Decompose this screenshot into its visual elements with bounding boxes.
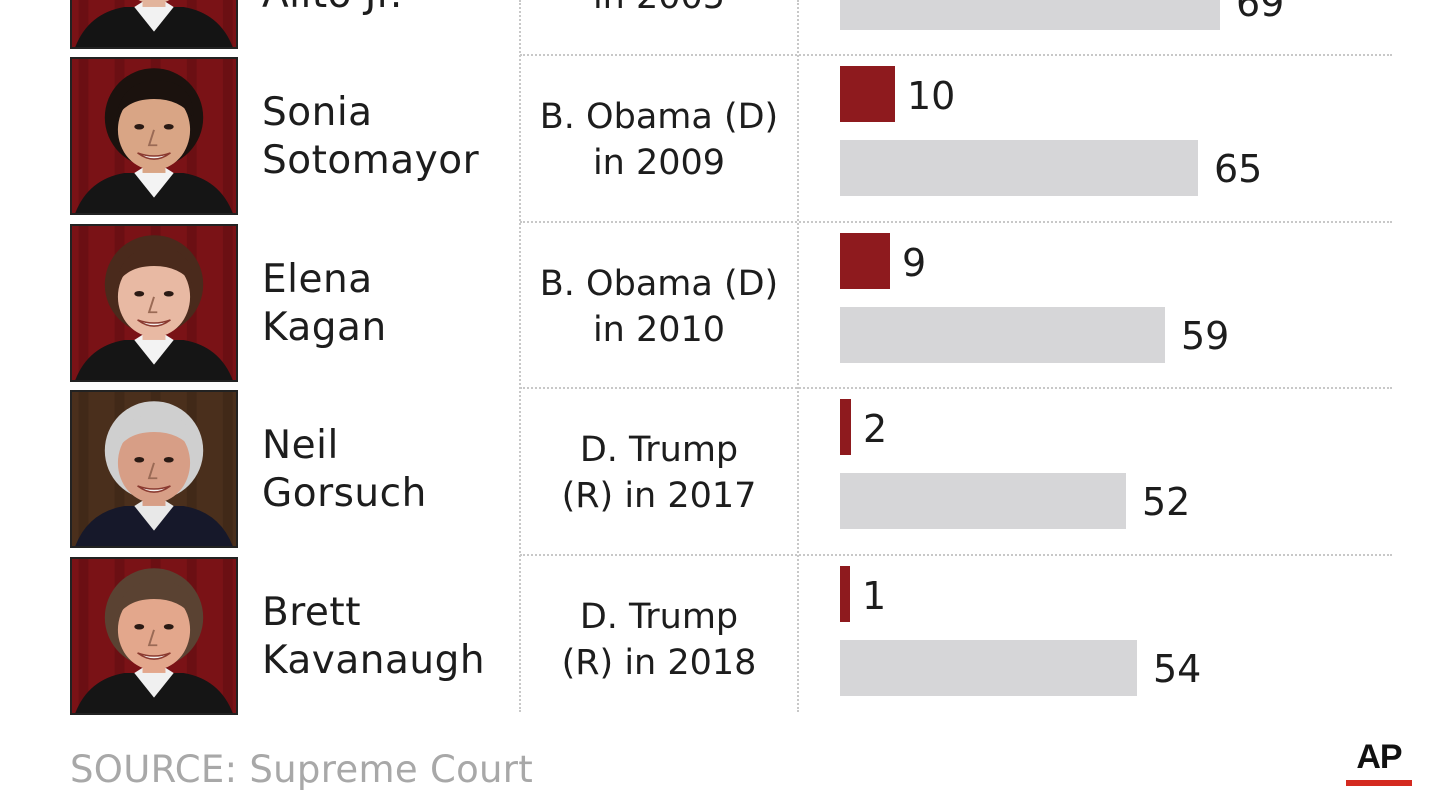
justice-name-line: Sotomayor (262, 138, 480, 183)
current-term-bar (840, 233, 890, 289)
justice-name-line: Brett (262, 590, 362, 635)
column-divider (519, 0, 521, 712)
justice-name: Elena Kagan (262, 256, 512, 352)
justice-name-line: Alito Jr. (262, 0, 512, 19)
justice-name-line: Sonia (262, 90, 373, 135)
justice-portrait (70, 557, 238, 715)
current-term-bar (840, 566, 850, 622)
appointed-by-line: in 2010 (592, 310, 726, 350)
current-term-bar (840, 399, 851, 455)
total-value: 59 (1181, 314, 1230, 358)
current-term-value: 9 (902, 241, 927, 285)
justice-row: Sonia Sotomayor B. Obama (D) in 2009 10 65 (0, 53, 1440, 219)
total-bar (840, 640, 1137, 696)
justice-name-line: Elena (262, 257, 373, 302)
portrait-image (72, 59, 236, 213)
total-value: 65 (1214, 147, 1263, 191)
row-divider (520, 221, 1392, 223)
appointed-by: B. Obama (D) in 2010 (520, 261, 798, 353)
justice-portrait (70, 57, 238, 215)
portrait-image (72, 392, 236, 546)
row-divider (520, 387, 1392, 389)
row-divider (520, 554, 1392, 556)
total-bar (840, 140, 1198, 196)
portrait-image (72, 226, 236, 380)
justice-portrait (70, 390, 238, 548)
total-value: 52 (1142, 480, 1191, 524)
total-bar (840, 0, 1220, 30)
total-bar (840, 307, 1165, 363)
appointed-by-line: B. Obama (D) (539, 97, 779, 137)
justice-row: Brett Kavanaugh D. Trump (R) in 2018 1 54 (0, 553, 1440, 719)
justice-portrait (70, 0, 238, 49)
current-term-bar (840, 66, 895, 122)
portrait-image (72, 0, 236, 47)
appointed-by: in 2005 (520, 0, 798, 20)
portrait-image (72, 559, 236, 713)
justice-name: Brett Kavanaugh (262, 589, 512, 685)
appointed-by: B. Obama (D) in 2009 (520, 94, 798, 186)
appointed-by-line: in 2009 (592, 143, 726, 183)
source-note: SOURCE: Supreme Court (70, 748, 534, 791)
justice-name: Sonia Sotomayor (262, 89, 512, 185)
total-bar (840, 473, 1126, 529)
ap-logo-rule (1346, 780, 1412, 786)
current-term-value: 10 (907, 74, 956, 118)
total-value: 54 (1153, 647, 1202, 691)
justice-name: Alito Jr. (262, 0, 512, 19)
column-divider (797, 0, 799, 712)
appointed-by-line: in 2005 (520, 0, 798, 20)
appointed-by-line: D. Trump (579, 597, 739, 637)
current-term-value: 2 (863, 407, 888, 451)
appointed-by: D. Trump (R) in 2017 (520, 427, 798, 519)
appointed-by: D. Trump (R) in 2018 (520, 594, 798, 686)
total-value: 69 (1236, 0, 1285, 25)
appointed-by-line: B. Obama (D) (539, 264, 779, 304)
justice-row: Elena Kagan B. Obama (D) in 2010 9 59 (0, 220, 1440, 386)
justice-name: Neil Gorsuch (262, 422, 512, 518)
justice-portrait (70, 224, 238, 382)
ap-logo-icon: AP (1346, 738, 1412, 790)
appointed-by-line: (R) in 2017 (561, 476, 757, 516)
ap-logo-text: AP (1356, 738, 1402, 776)
justice-name-line: Kagan (262, 305, 387, 350)
appointed-by-line: (R) in 2018 (561, 643, 757, 683)
justice-name-line: Neil (262, 423, 339, 468)
appointed-by-line: D. Trump (579, 430, 739, 470)
justice-row: Neil Gorsuch D. Trump (R) in 2017 2 52 (0, 386, 1440, 552)
justice-name-line: Kavanaugh (262, 638, 486, 683)
row-divider (520, 54, 1392, 56)
current-term-value: 1 (862, 574, 887, 618)
justice-row: Alito Jr. in 2005 69 (0, 0, 1440, 53)
justice-name-line: Gorsuch (262, 471, 427, 516)
